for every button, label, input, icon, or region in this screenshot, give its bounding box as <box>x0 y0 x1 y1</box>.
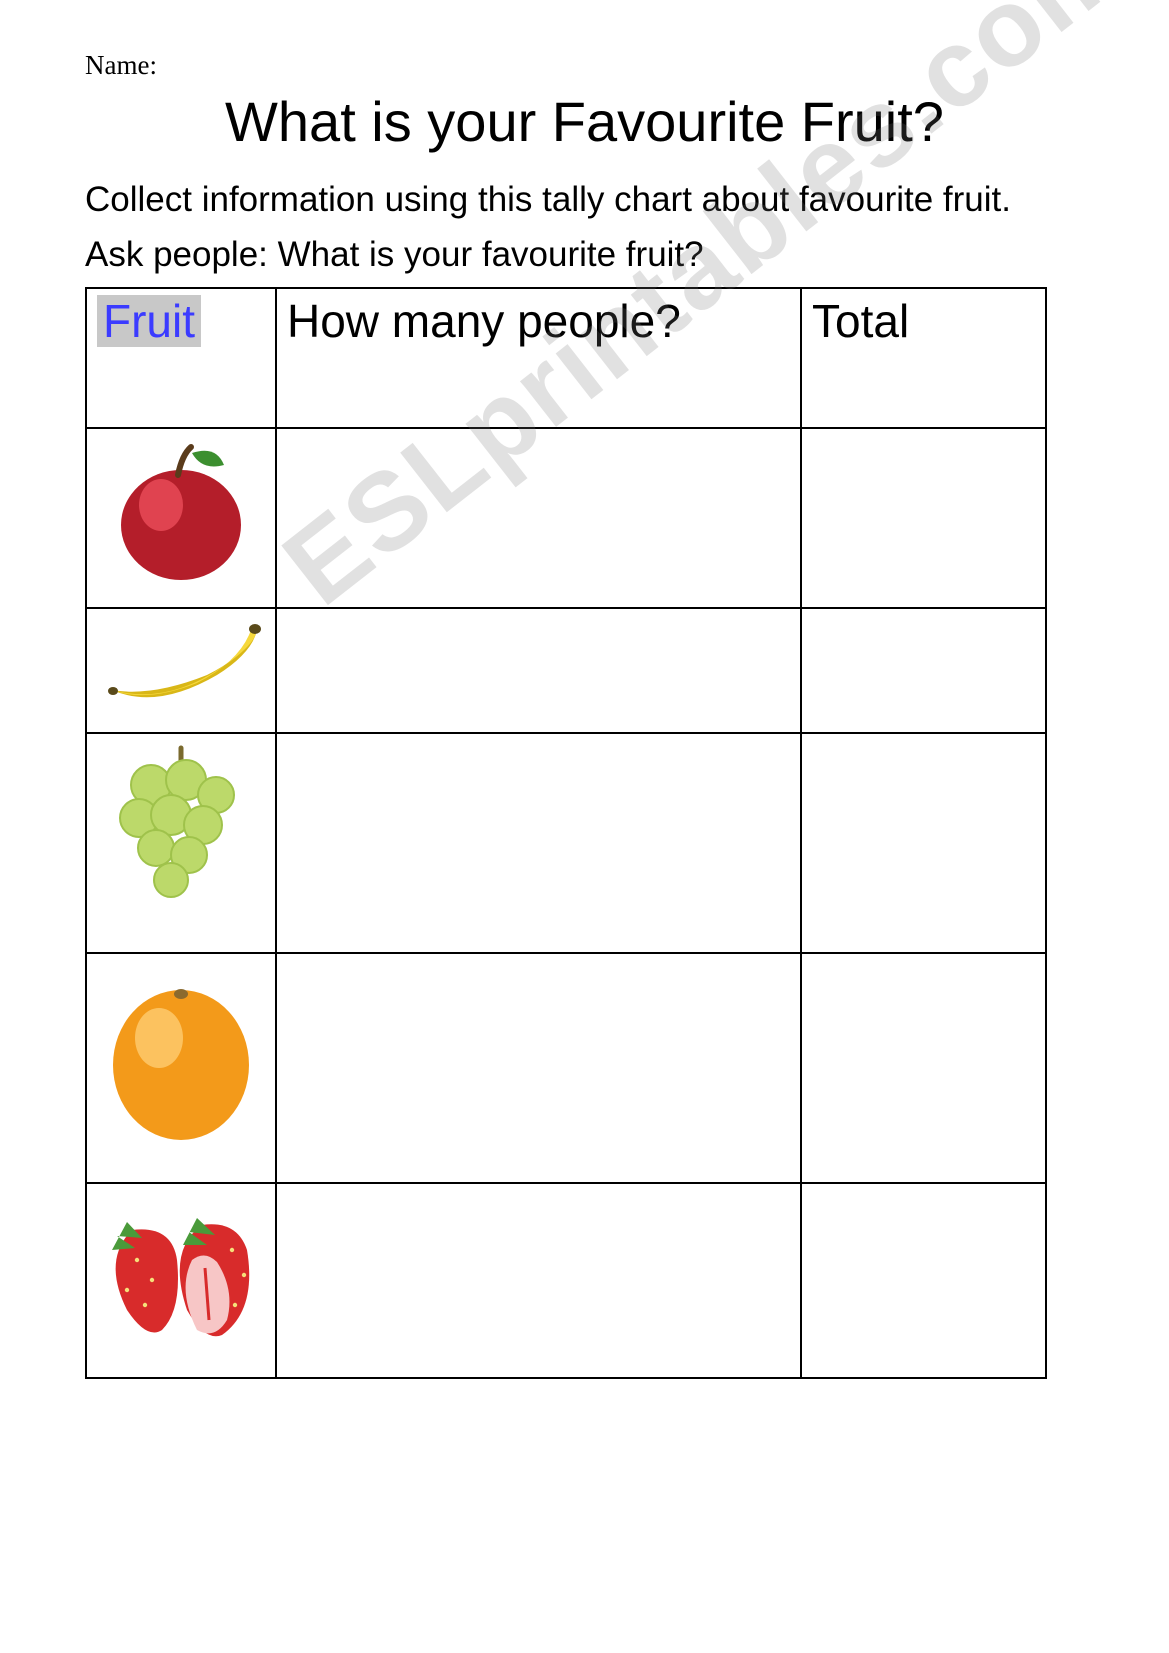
fruit-cell-strawberry <box>86 1183 276 1378</box>
orange-icon <box>101 960 261 1150</box>
header-total-label: Total <box>812 295 909 347</box>
tally-cell[interactable] <box>276 428 801 608</box>
table-row <box>86 733 1046 953</box>
fruit-cell-apple <box>86 428 276 608</box>
grapes-icon <box>101 740 261 910</box>
worksheet-page: ESLprintables.com Name: What is your Fav… <box>0 0 1169 1653</box>
table-row <box>86 953 1046 1183</box>
instruction-line-2: Ask people: What is your favourite fruit… <box>85 231 1084 278</box>
total-cell[interactable] <box>801 608 1046 733</box>
total-cell[interactable] <box>801 1183 1046 1378</box>
apple-icon <box>106 435 256 590</box>
table-row <box>86 1183 1046 1378</box>
table-row <box>86 608 1046 733</box>
tally-cell[interactable] <box>276 608 801 733</box>
table-row <box>86 428 1046 608</box>
fruit-cell-orange <box>86 953 276 1183</box>
header-tally: How many people? <box>276 288 801 428</box>
total-cell[interactable] <box>801 428 1046 608</box>
fruit-cell-banana <box>86 608 276 733</box>
name-label: Name: <box>85 50 1084 81</box>
header-fruit-label: Fruit <box>97 295 201 348</box>
tally-cell[interactable] <box>276 1183 801 1378</box>
total-cell[interactable] <box>801 953 1046 1183</box>
banana-icon <box>97 615 267 715</box>
header-tally-label: How many people? <box>287 295 681 347</box>
tally-cell[interactable] <box>276 733 801 953</box>
header-total: Total <box>801 288 1046 428</box>
tally-cell[interactable] <box>276 953 801 1183</box>
strawberry-icon <box>97 1190 267 1350</box>
page-title: What is your Favourite Fruit? <box>85 89 1084 154</box>
fruit-cell-grapes <box>86 733 276 953</box>
tally-chart: Fruit How many people? Total <box>85 287 1047 1379</box>
header-fruit: Fruit <box>86 288 276 428</box>
instruction-line-1: Collect information using this tally cha… <box>85 176 1084 223</box>
table-header-row: Fruit How many people? Total <box>86 288 1046 428</box>
total-cell[interactable] <box>801 733 1046 953</box>
